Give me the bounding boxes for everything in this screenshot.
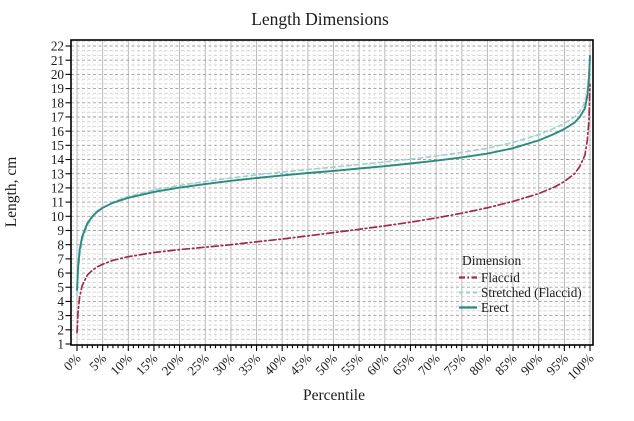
- plot-frame: [70, 39, 594, 346]
- y-tick-label: 6: [57, 266, 64, 281]
- y-tick-label: 5: [57, 280, 64, 295]
- x-tick-label: 45%: [287, 351, 315, 379]
- x-tick-label: 25%: [184, 351, 212, 379]
- chart-title: Length Dimensions: [251, 9, 389, 29]
- curve-erect: [76, 54, 591, 292]
- y-tick-label: 8: [57, 237, 64, 252]
- curve-flaccid: [76, 83, 591, 334]
- x-tick-label: 0%: [61, 351, 84, 374]
- x-tick-label: 90%: [518, 351, 546, 379]
- x-tick-label: 35%: [236, 351, 264, 379]
- x-tick-label: 60%: [364, 351, 392, 379]
- legend-label: Flaccid: [481, 270, 520, 285]
- y-tick-label: 12: [51, 181, 64, 196]
- x-tick-label: 15%: [133, 351, 161, 379]
- y-tick-label: 22: [51, 39, 64, 54]
- y-tick-label: 20: [51, 67, 65, 82]
- y-tick-label: 1: [57, 337, 64, 352]
- y-tick-label: 10: [51, 209, 65, 224]
- x-tick-label: 40%: [261, 351, 289, 379]
- x-tick-label: 55%: [338, 351, 366, 379]
- y-tick-label: 17: [51, 110, 65, 125]
- legend-label: Stretched (Flaccid): [481, 285, 582, 300]
- x-tick-label: 20%: [159, 351, 187, 379]
- y-tick-label: 7: [57, 252, 64, 267]
- x-tick-label: 5%: [86, 351, 109, 374]
- y-tick-label: 11: [51, 195, 64, 210]
- y-tick-label: 21: [51, 53, 64, 68]
- x-tick-label: 85%: [492, 351, 520, 379]
- y-tick-label: 13: [51, 166, 65, 181]
- y-tick-label: 9: [57, 223, 64, 238]
- y-tick-label: 14: [51, 152, 65, 167]
- legend-title: Dimension: [462, 253, 521, 268]
- x-tick-labels: 0% 5%10%15%20%25%30%35%40%45%50%55%60%65%…: [61, 351, 597, 383]
- x-tick-label: 50%: [312, 351, 340, 379]
- curves: [76, 54, 591, 334]
- y-axis-label: Length, cm: [3, 157, 20, 228]
- axis-ticks: [65, 45, 591, 351]
- y-tick-label: 15: [51, 138, 65, 153]
- x-tick-label: 75%: [441, 351, 469, 379]
- x-tick-label: 100%: [564, 351, 596, 383]
- y-tick-label: 16: [51, 124, 65, 139]
- x-tick-label: 70%: [415, 351, 443, 379]
- legend-label: Erect: [481, 300, 509, 315]
- x-axis-label: Percentile: [303, 387, 365, 404]
- y-tick-label: 18: [51, 95, 65, 110]
- x-tick-label: 65%: [389, 351, 417, 379]
- y-tick-label: 2: [57, 322, 64, 337]
- x-tick-label: 30%: [210, 351, 238, 379]
- y-tick-label: 4: [57, 294, 64, 309]
- x-tick-label: 80%: [466, 351, 494, 379]
- x-tick-label: 10%: [107, 351, 135, 379]
- y-tick-label: 3: [57, 308, 64, 323]
- gridlines: [71, 40, 593, 345]
- y-tick-label: 19: [51, 81, 65, 96]
